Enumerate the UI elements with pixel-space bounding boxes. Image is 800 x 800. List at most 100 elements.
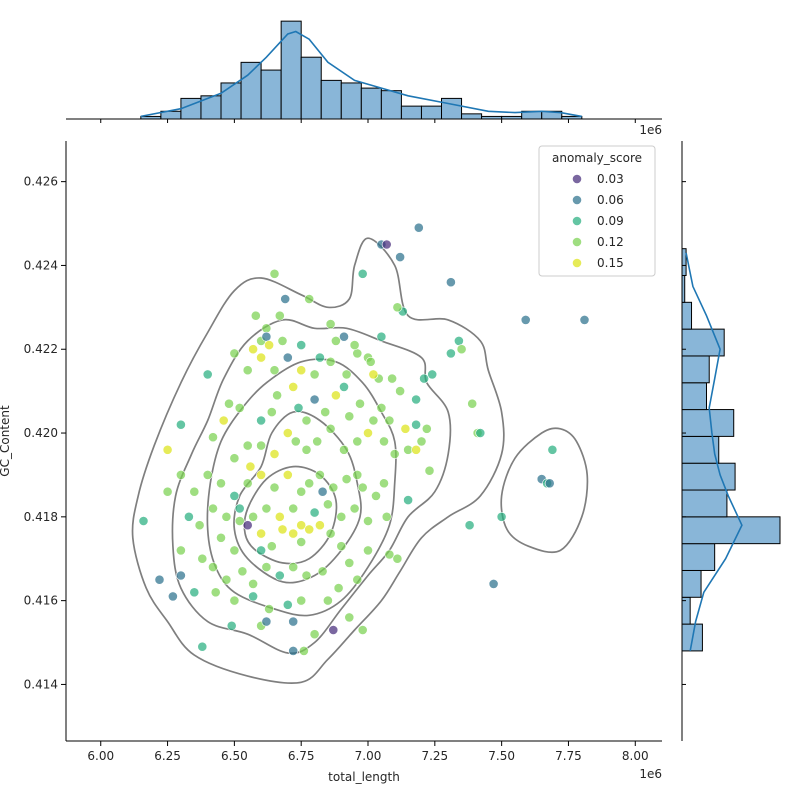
- scatter-point: [229, 453, 240, 464]
- scatter-point: [256, 415, 266, 426]
- legend-label: 0.15: [597, 256, 624, 270]
- scatter-point: [467, 398, 478, 409]
- top-hist-bar: [280, 20, 302, 120]
- kde-contour-level-1: [131, 237, 505, 684]
- scatter-point: [344, 612, 355, 623]
- scatter-point: [339, 381, 349, 392]
- kde-contour-level-2: [171, 318, 452, 655]
- scatter-point: [464, 520, 475, 531]
- scatter-point: [208, 562, 218, 572]
- scatter-point: [266, 541, 277, 552]
- scatter-point: [301, 415, 312, 426]
- scatter-point: [248, 591, 258, 602]
- legend-label: 0.06: [597, 193, 624, 207]
- scatter-point: [424, 465, 435, 476]
- scatter-point: [242, 365, 253, 376]
- scatter-point: [282, 428, 293, 438]
- top-hist-bar: [441, 97, 463, 120]
- scatter-point: [325, 423, 336, 434]
- scatter-point: [197, 553, 208, 564]
- scatter-point: [183, 511, 194, 522]
- scatter-point: [352, 436, 363, 447]
- legend-marker: [572, 237, 582, 247]
- scatter-point: [210, 587, 221, 598]
- scatter-point: [339, 444, 349, 455]
- scatter-point: [288, 562, 299, 572]
- scatter-point: [330, 390, 341, 401]
- scatter-point: [475, 428, 486, 438]
- scatter-point: [250, 310, 261, 321]
- scatter-point: [248, 511, 258, 522]
- scatter-point: [304, 478, 315, 489]
- scatter-point: [194, 520, 205, 531]
- scatter-point: [395, 386, 405, 396]
- scatter-point: [314, 352, 325, 363]
- top-marginal-histogram: [66, 20, 662, 123]
- scatter-point: [256, 545, 266, 556]
- scatter-point: [242, 440, 253, 451]
- scatter-point: [317, 566, 328, 577]
- scatter-point: [277, 524, 288, 535]
- scatter-point: [221, 574, 232, 585]
- scatter-point: [363, 545, 373, 556]
- scatter-point: [202, 469, 213, 480]
- legend-marker: [572, 195, 582, 205]
- scatter-point: [411, 419, 421, 430]
- legend-box: [538, 145, 656, 277]
- right-marginal-histogram: [681, 141, 781, 741]
- scatter-point: [421, 423, 432, 434]
- legend-entries: 0.03 0.06 0.09 0.12 0.15: [572, 172, 624, 270]
- scatter-point: [208, 503, 218, 514]
- scatter-point: [189, 486, 200, 497]
- scatter-point: [248, 344, 258, 355]
- scatter-point: [357, 625, 368, 635]
- scatter-point: [349, 340, 360, 350]
- scatter-point: [357, 482, 368, 493]
- scatter-point: [322, 595, 333, 606]
- scatter-point: [365, 356, 376, 367]
- right-hist-bar: [681, 516, 781, 545]
- scatter-point: [261, 323, 272, 334]
- x-tick-label: 7.50: [488, 749, 515, 763]
- scatter-point: [352, 469, 363, 480]
- scatter-point: [453, 335, 464, 346]
- scatter-point: [277, 335, 288, 346]
- y-tick-label: 0.416: [24, 594, 58, 608]
- scatter-point: [298, 646, 309, 656]
- scatter-point: [189, 587, 200, 598]
- scatter-point: [138, 516, 149, 526]
- scatter-point: [403, 495, 413, 505]
- scatter-point: [376, 402, 387, 413]
- scatter-point: [333, 583, 344, 593]
- scatter-point: [256, 469, 266, 480]
- scatter-point: [261, 616, 272, 627]
- scatter-point: [456, 344, 467, 355]
- scatter-point: [269, 365, 280, 376]
- scatter-point: [309, 394, 320, 405]
- scatter-point: [226, 620, 237, 631]
- scatter-point: [256, 528, 266, 539]
- legend-label: 0.09: [597, 214, 624, 228]
- scatter-point: [261, 331, 272, 342]
- scatter-point: [379, 478, 389, 489]
- scatter-point: [371, 490, 381, 501]
- scatter-point: [224, 398, 234, 409]
- scatter-point: [395, 252, 405, 262]
- scatter-point: [197, 641, 208, 652]
- x-tick-label: 6.75: [288, 749, 315, 763]
- scatter-point: [237, 566, 248, 577]
- top-hist-bar: [360, 87, 382, 120]
- scatter-point: [229, 490, 240, 501]
- scatter-point: [411, 394, 421, 405]
- scatter-point: [280, 294, 291, 304]
- scatter-point: [274, 570, 285, 581]
- scatter-point: [229, 348, 240, 359]
- scatter-point: [352, 574, 363, 585]
- scatter-point: [381, 239, 392, 250]
- scatter-point: [167, 591, 178, 602]
- scatter-point: [296, 520, 307, 531]
- scatter-point: [282, 352, 293, 363]
- scatter-point: [274, 310, 285, 321]
- scatter-point: [400, 423, 411, 434]
- scatter-point: [272, 390, 282, 401]
